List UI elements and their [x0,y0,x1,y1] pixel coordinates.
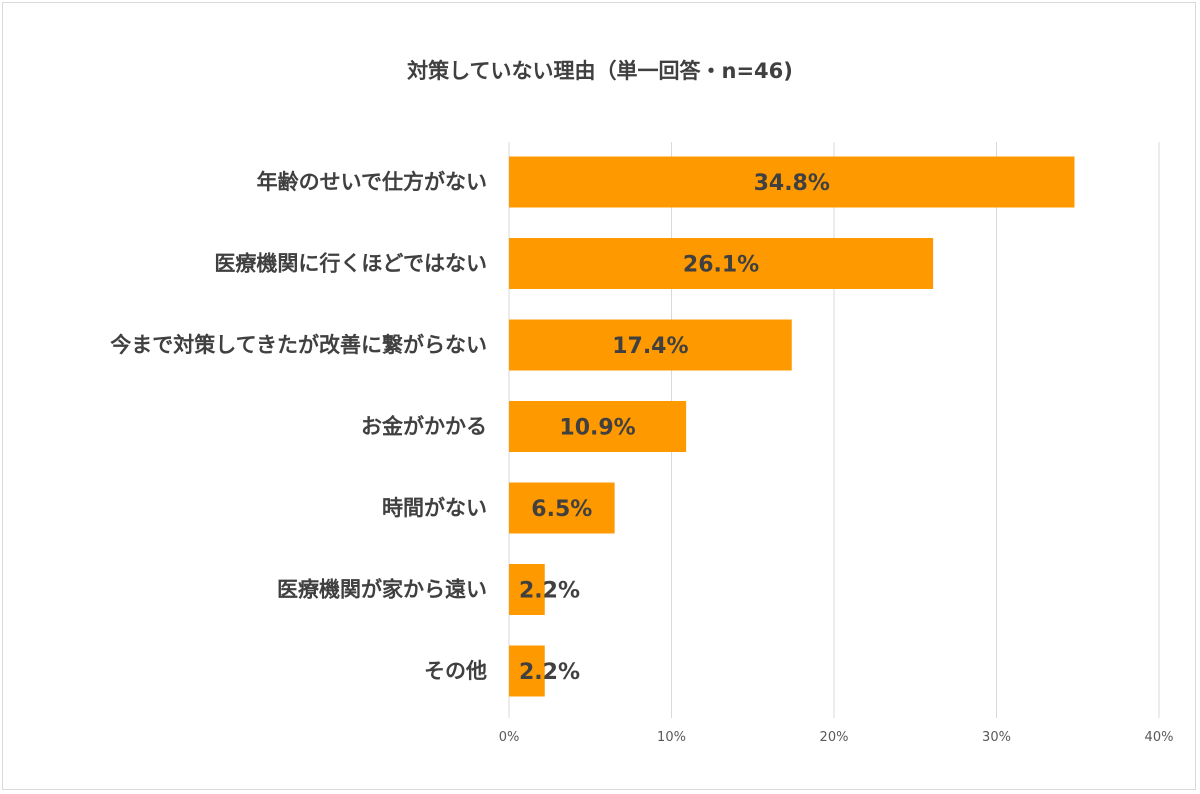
category-label: お金がかかる [361,415,487,439]
bar [509,401,687,452]
category-label: 今まで対策してきたが改善に繋がらない [110,333,487,357]
data-label: 2.2% [519,660,580,685]
bar [509,156,1075,208]
data-label: 26.1% [683,253,759,278]
data-label: 10.9% [559,416,635,441]
data-label: 17.4% [612,334,688,359]
category-label: 医療機関が家から遠い [277,578,487,602]
x-tick-label: 40% [1145,730,1174,745]
chart-title: 対策していない理由（単一回答・n=46) [407,59,793,83]
x-tick-label: 30% [982,730,1011,745]
data-label: 34.8% [754,171,830,196]
x-tick-label: 0% [499,730,520,745]
x-tick-label: 10% [657,730,686,745]
x-tick-label: 20% [820,730,849,745]
bar [509,482,615,534]
bar [509,319,792,371]
bar [509,645,545,697]
category-label: 年齢のせいで仕方がない [257,170,487,194]
category-label: その他 [424,659,487,683]
bar [509,238,934,289]
bar [509,564,545,615]
data-label: 6.5% [531,497,592,522]
data-label: 2.2% [519,579,580,604]
category-label: 医療機関に行くほどではない [214,252,487,276]
category-label: 時間がない [382,496,487,520]
